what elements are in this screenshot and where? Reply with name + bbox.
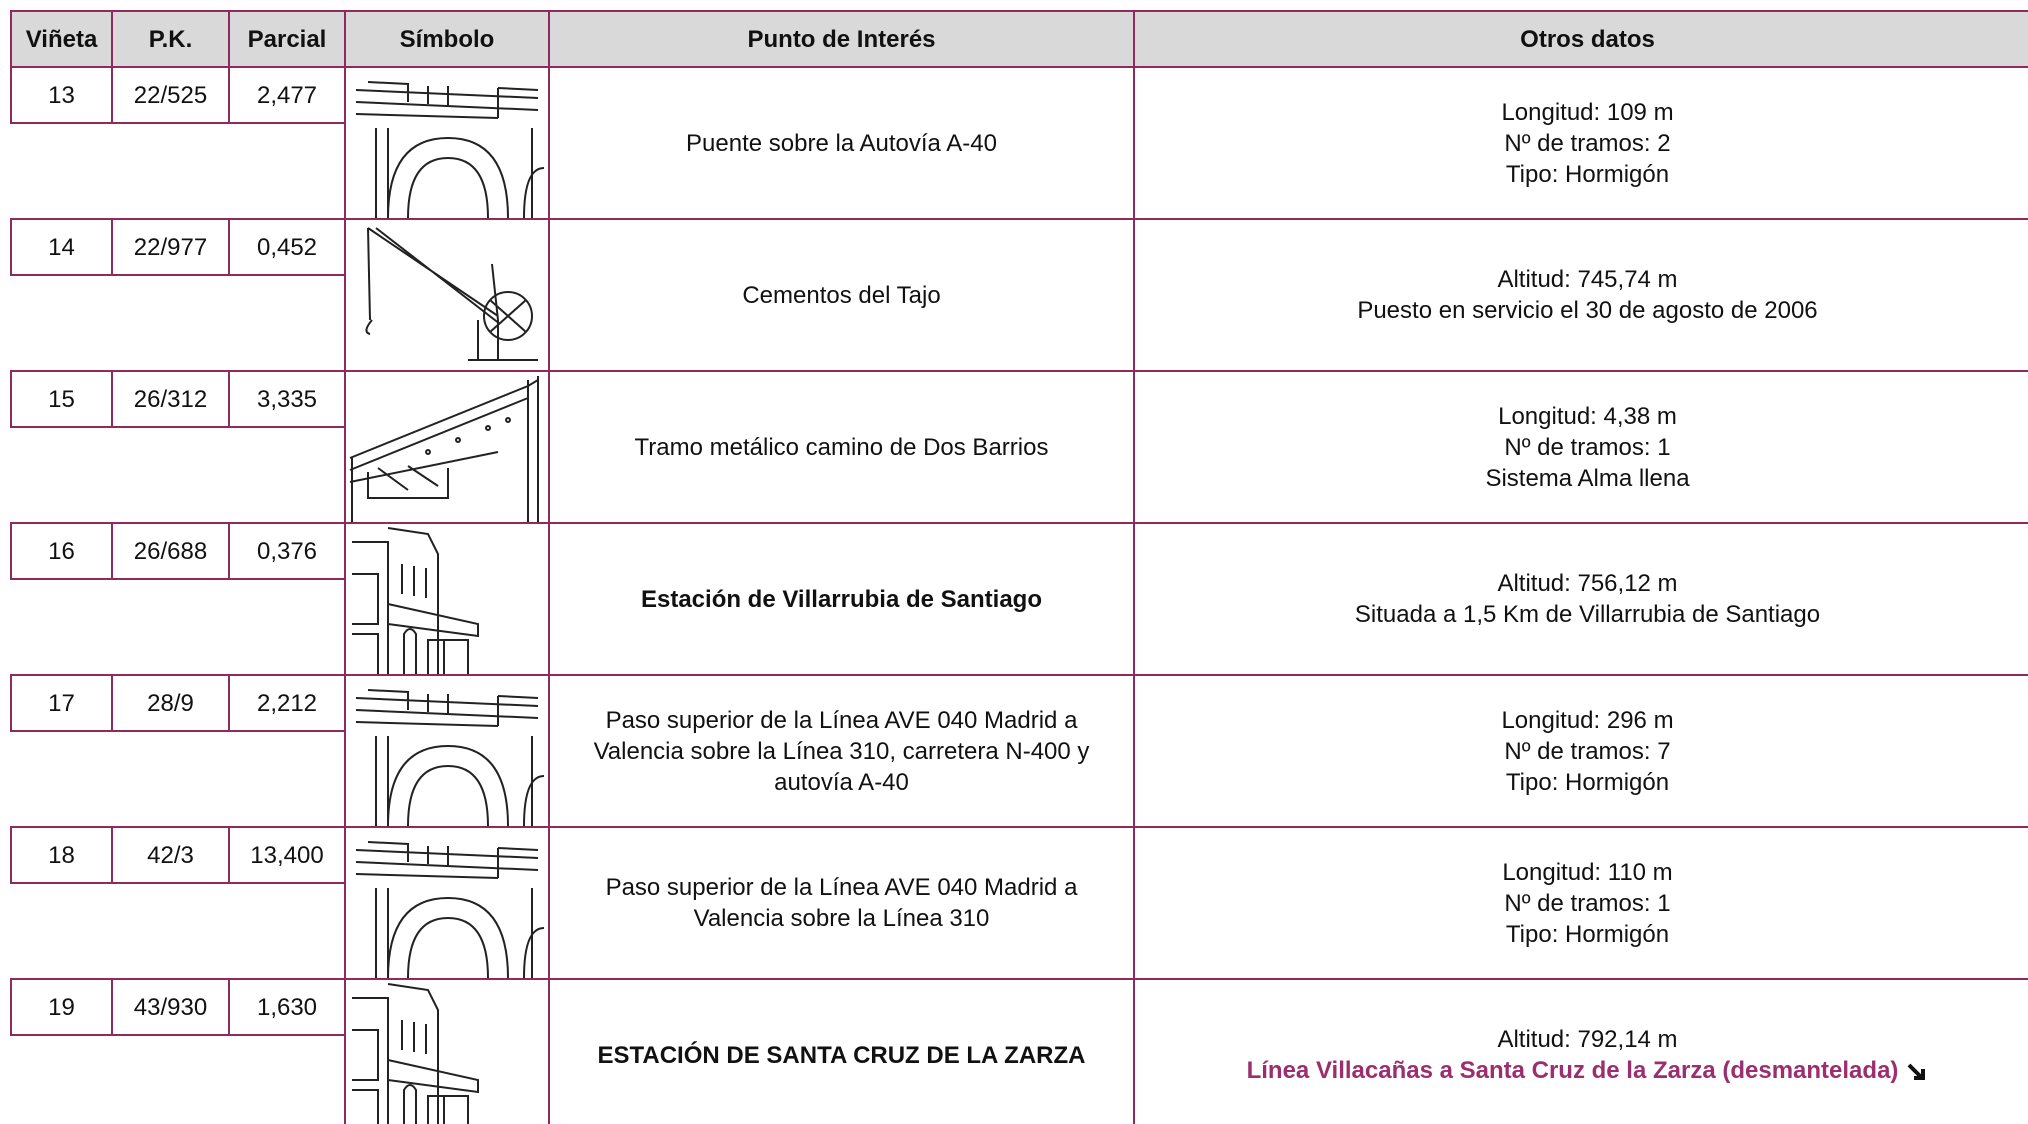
pk-cell: 26/312	[111, 370, 230, 428]
other-cell: Altitud: 792,14 m Línea Villacañas a Sant…	[1133, 978, 2028, 1124]
header-cell: Parcial	[228, 10, 346, 68]
other-lines: Altitud: 745,74 m Puesto en servicio el 3…	[1357, 264, 1817, 326]
other-lines: Longitud: 296 m Nº de tramos: 7 Tipo: Horm…	[1501, 705, 1673, 798]
other-line: Puesto en servicio el 30 de agosto de 20…	[1357, 297, 1818, 324]
other-cell: Altitud: 756,12 m Situada a 1,5 Km de Vil…	[1133, 522, 2028, 676]
other-line: Sistema Alma llena	[1485, 464, 1690, 492]
other-line: Longitud: 4,38 m	[1498, 402, 1677, 430]
parcial-cell: 0,452	[228, 218, 346, 276]
symbol-icon	[349, 376, 539, 522]
arrow-icon	[1907, 1063, 1926, 1080]
parcial-cell: 2,212	[228, 674, 346, 732]
parcial-cell: 3,335	[228, 370, 346, 428]
vineta-cell: 18	[10, 826, 113, 884]
other-line: Longitud: 110 m	[1502, 858, 1673, 886]
pk-cell: 22/977	[111, 218, 230, 276]
symbol-cell	[344, 370, 550, 524]
other-lines: Altitud: 792,14 m Línea Villacañas a Sant…	[1247, 1024, 1929, 1086]
other-cell: Altitud: 745,74 m Puesto en servicio el 3…	[1133, 218, 2028, 372]
link[interactable]: Línea Villacañas a Santa Cruz de la Zarz…	[1246, 1057, 1899, 1084]
other-lines: Longitud: 4,38 m Nº de tramos: 1 Sistema A…	[1485, 401, 1689, 494]
symbol-cell	[344, 218, 550, 372]
symbol-cell	[344, 522, 550, 676]
symbol-icon	[355, 841, 545, 978]
vineta-cell: 14	[10, 218, 113, 276]
vineta-cell: 19	[10, 978, 113, 1036]
pk-cell: 26/688	[111, 522, 230, 580]
parcial-cell: 0,376	[228, 522, 346, 580]
other-line: Altitud: 792,14 m	[1497, 1026, 1678, 1053]
other-line: Longitud: 296 m	[1501, 706, 1674, 734]
point-cell: Puente sobre la Autovía A-40	[548, 66, 1135, 220]
parcial-cell: 1,630	[228, 978, 346, 1036]
symbol-cell	[344, 674, 550, 828]
other-line: Nº de tramos: 1	[1504, 433, 1671, 461]
other-line: Nº de tramos: 1	[1504, 889, 1671, 917]
other-line: Nº de tramos: 2	[1504, 129, 1671, 157]
other-cell: Longitud: 109 m Nº de tramos: 2 Tipo: Horm…	[1133, 66, 2028, 220]
header-cell: Punto de Interés	[548, 10, 1135, 68]
other-line: Tipo: Hormigón	[1505, 160, 1670, 188]
vineta-cell: 17	[10, 674, 113, 732]
parcial-cell: 13,400	[228, 826, 346, 884]
symbol-cell	[344, 978, 550, 1124]
pk-cell: 28/9	[111, 674, 230, 732]
other-cell: Longitud: 4,38 m Nº de tramos: 1 Sistema A…	[1133, 370, 2028, 524]
other-line: Altitud: 745,74 m	[1497, 266, 1678, 293]
point-cell: Estación de Villarrubia de Santiago	[548, 522, 1135, 676]
other-line: Tipo: Hormigón	[1505, 768, 1670, 796]
parcial-cell: 2,477	[228, 66, 346, 124]
other-cell: Longitud: 110 m Nº de tramos: 1 Tipo: Horm…	[1133, 826, 2028, 980]
point-cell: Cementos del Tajo	[548, 218, 1135, 372]
other-line: Nº de tramos: 7	[1504, 737, 1671, 765]
symbol-icon	[352, 983, 479, 1124]
symbol-icon	[355, 689, 545, 826]
header-cell: P.K.	[111, 10, 230, 68]
pk-cell: 22/525	[111, 66, 230, 124]
header-cell: Viñeta	[10, 10, 113, 68]
other-line: Altitud: 756,12 m	[1497, 570, 1678, 597]
symbol-cell	[344, 66, 550, 220]
pk-cell: 43/930	[111, 978, 230, 1036]
other-lines: Altitud: 756,12 m Situada a 1,5 Km de Vil…	[1355, 568, 1820, 630]
vineta-cell: 16	[10, 522, 113, 580]
point-cell: ESTACIÓN DE SANTA CRUZ DE LA ZARZA	[548, 978, 1135, 1124]
vineta-cell: 13	[10, 66, 113, 124]
symbol-icon	[365, 227, 538, 361]
vineta-cell: 15	[10, 370, 113, 428]
symbol-icon	[352, 527, 479, 674]
other-lines: Longitud: 109 m Nº de tramos: 2 Tipo: Horm…	[1501, 97, 1673, 190]
point-cell: Paso superior de la Línea AVE 040 Madrid…	[548, 674, 1135, 828]
other-lines: Longitud: 110 m Nº de tramos: 1 Tipo: Horm…	[1502, 857, 1672, 950]
symbol-icon	[355, 81, 545, 218]
other-line: Situada a 1,5 Km de Villarrubia de Santi…	[1354, 601, 1821, 628]
other-line: Longitud: 109 m	[1501, 98, 1674, 126]
header-cell: Otros datos	[1133, 10, 2028, 68]
other-line: Tipo: Hormigón	[1505, 920, 1670, 948]
pk-cell: 42/3	[111, 826, 230, 884]
link-line: Línea Villacañas a Santa Cruz de la Zarz…	[1247, 1055, 1929, 1086]
other-cell: Longitud: 296 m Nº de tramos: 7 Tipo: Horm…	[1133, 674, 2028, 828]
point-cell: Paso superior de la Línea AVE 040 Madrid…	[548, 826, 1135, 980]
header-cell: Símbolo	[344, 10, 550, 68]
point-cell: Tramo metálico camino de Dos Barrios	[548, 370, 1135, 524]
symbol-cell	[344, 826, 550, 980]
